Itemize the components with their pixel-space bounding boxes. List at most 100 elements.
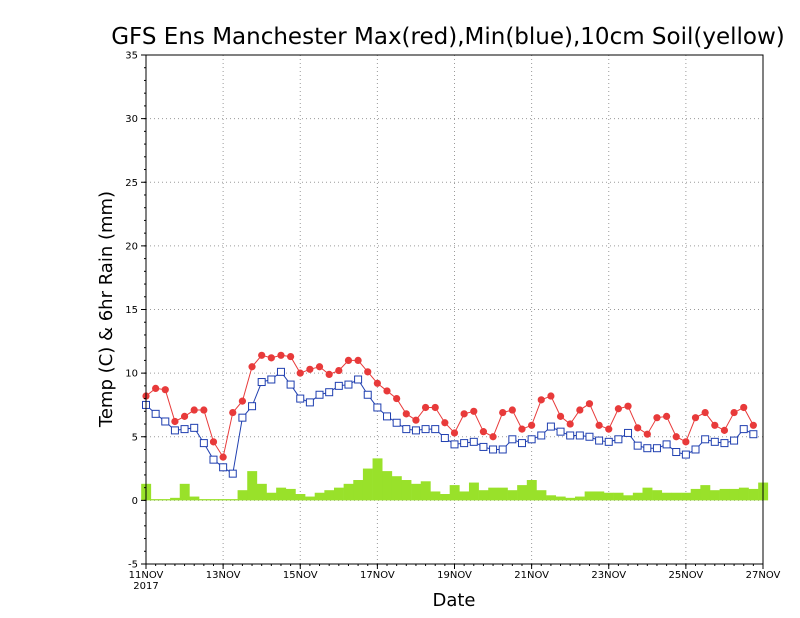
max-temp-point — [238, 397, 247, 405]
max-temp-point — [682, 438, 690, 446]
max-temp-point — [508, 406, 516, 414]
rain-bar — [449, 485, 460, 501]
min-temp-point — [238, 413, 247, 422]
max-temp-point — [180, 412, 189, 420]
min-temp-point — [566, 431, 575, 440]
min-temp-point — [402, 425, 411, 434]
max-temp-point — [605, 425, 613, 433]
y-tick-label: 35 — [125, 51, 138, 62]
rain-bar — [208, 499, 219, 501]
max-temp-point — [711, 421, 719, 429]
max-temp-point — [412, 416, 420, 424]
min-temp-point — [595, 436, 604, 445]
min-temp-point — [556, 427, 565, 436]
rain-bar — [237, 490, 248, 501]
min-temp-point — [392, 418, 401, 427]
x-tick-label: 11NOV — [129, 570, 164, 581]
rain-bar — [603, 492, 614, 501]
chart-title: GFS Ens Manchester Max(red),Min(blue),10… — [111, 24, 785, 50]
min-temp-point — [296, 394, 305, 403]
max-temp-point — [585, 400, 594, 408]
min-temp-point — [305, 398, 314, 407]
max-temp-point — [190, 406, 198, 414]
max-temp-point — [277, 351, 285, 359]
min-temp-point — [190, 423, 199, 432]
max-temp-point — [643, 430, 651, 438]
max-temp-point — [306, 365, 314, 373]
rain-bar — [719, 488, 730, 501]
min-temp-point — [730, 436, 739, 445]
rain-bar — [632, 492, 643, 501]
min-temp-point — [720, 439, 729, 448]
max-temp-point — [470, 407, 478, 415]
rain-bar — [305, 496, 316, 501]
rain-bar — [459, 491, 470, 501]
x-axis-label: Date — [432, 590, 475, 611]
min-temp-point — [209, 455, 218, 464]
rain-bar — [681, 492, 691, 501]
rain-bar — [276, 487, 287, 501]
max-temp-point — [518, 425, 526, 433]
min-temp-point — [643, 444, 652, 453]
rain-bar — [333, 487, 344, 501]
min-temp-point — [431, 425, 440, 434]
max-temp-point — [499, 408, 507, 417]
min-temp-point — [460, 439, 469, 448]
min-temp-point — [421, 425, 430, 434]
max-temp-point — [421, 403, 430, 412]
min-temp-point — [672, 448, 681, 457]
max-temp-point — [691, 414, 700, 422]
x-tick-sublabel: 2017 — [133, 581, 158, 592]
rain-bar — [256, 483, 267, 501]
rain-bar — [430, 491, 441, 501]
grid-lines — [146, 55, 763, 564]
min-temp-point — [334, 381, 343, 390]
x-tick-label: 21NOV — [514, 570, 549, 581]
min-temp-point — [411, 426, 420, 435]
min-temp-point — [161, 417, 170, 426]
min-temp-point — [662, 440, 671, 449]
max-temp-point — [383, 387, 391, 395]
max-temp-point — [720, 426, 729, 434]
x-tick-label: 15NOV — [283, 570, 318, 581]
min-temp-point — [344, 380, 353, 389]
rain-bar — [497, 487, 508, 501]
max-temp-point — [730, 408, 738, 417]
x-tick-label: 25NOV — [669, 570, 704, 581]
max-temp-point — [373, 379, 381, 387]
min-temp-point — [180, 425, 189, 434]
max-temp-point — [315, 363, 324, 371]
max-temp-point — [431, 403, 439, 412]
rain-bar — [372, 458, 383, 501]
max-temp-point — [450, 429, 459, 437]
min-temp-point — [219, 463, 228, 472]
min-temp-point — [633, 441, 642, 450]
rain-bar — [671, 492, 682, 501]
max-temp-point — [296, 369, 304, 377]
min-temp-point — [527, 435, 536, 444]
rain-bar — [594, 491, 605, 501]
max-temp-point — [749, 421, 757, 429]
rain-bar — [652, 490, 663, 501]
x-tick-label: 23NOV — [591, 570, 626, 581]
max-temp-point — [701, 408, 709, 417]
rain-bar — [738, 487, 749, 501]
min-temp-point — [228, 469, 237, 478]
max-temp-point — [161, 386, 169, 394]
rain-bar — [613, 492, 624, 501]
min-temp-point — [498, 445, 507, 454]
max-temp-point — [662, 412, 671, 420]
max-temp-point — [248, 363, 256, 371]
min-temp-point — [151, 409, 160, 418]
max-temp-point — [479, 428, 488, 436]
max-temp-point — [267, 354, 275, 362]
rain-bar — [227, 499, 238, 501]
y-tick-label: 25 — [125, 178, 138, 189]
rain-bar — [343, 483, 354, 501]
max-temp-point — [537, 396, 545, 404]
y-tick-label: 5 — [132, 432, 138, 443]
rain-bar — [478, 490, 489, 501]
rain-bar — [170, 497, 181, 501]
min-temp-point — [383, 412, 392, 421]
rain-bars — [141, 458, 769, 501]
